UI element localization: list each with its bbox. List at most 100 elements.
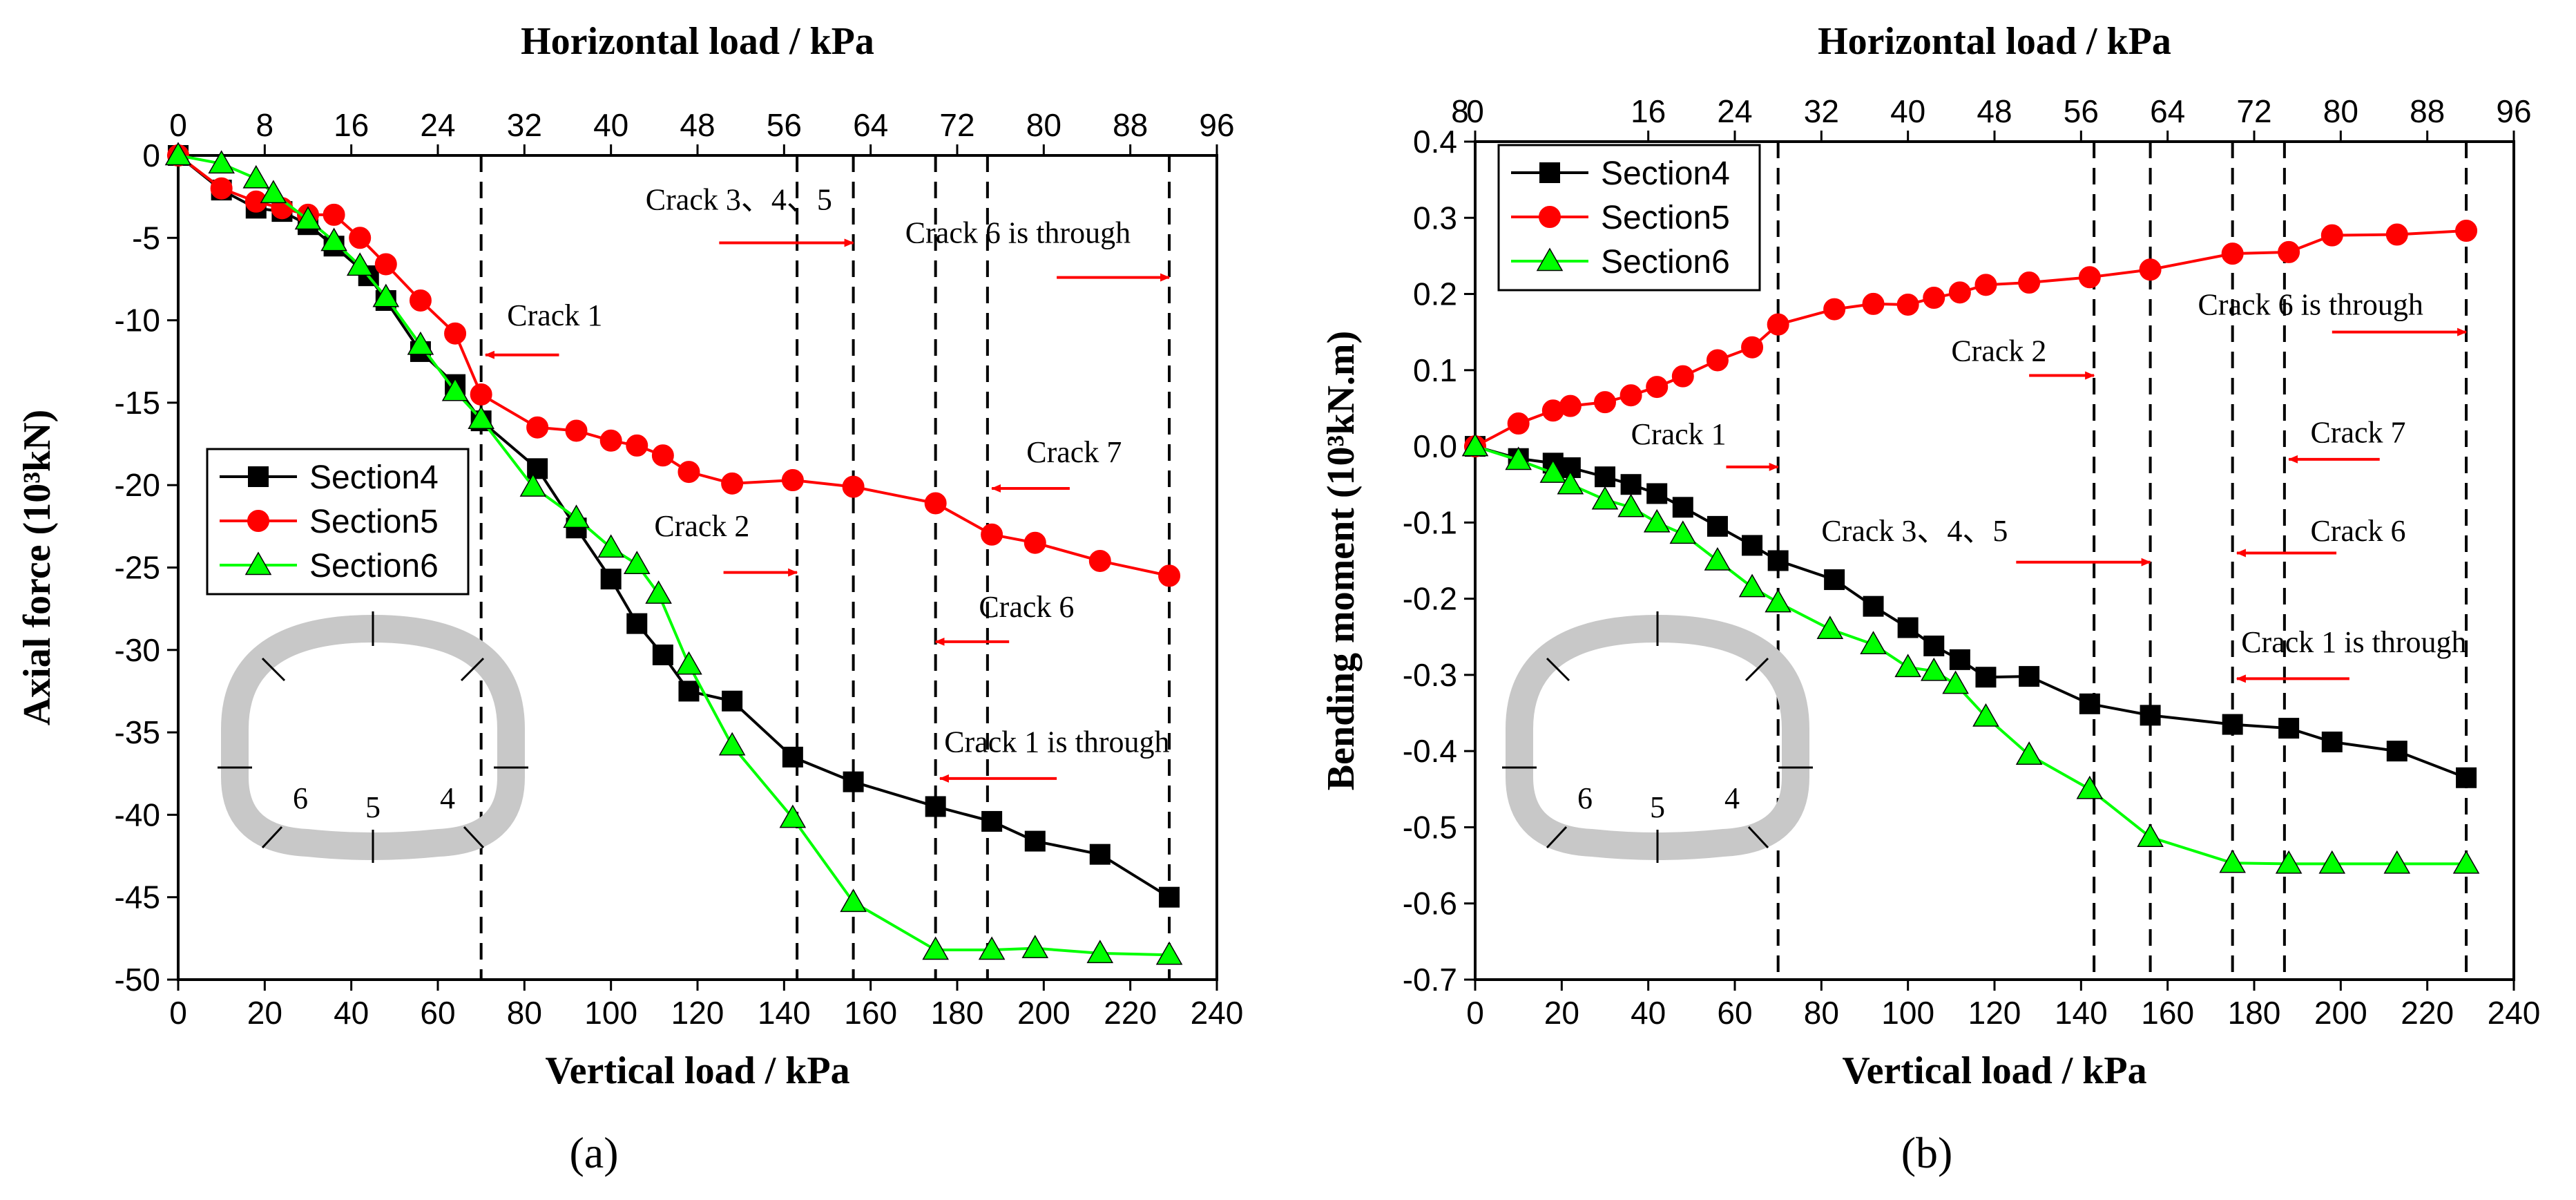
x-tick-label: 160 [844,995,897,1031]
legend-label: Section6 [309,548,439,584]
data-point-section4 [678,680,700,702]
data-point-section6 [1539,459,1567,483]
tunnel-segment-joint [261,826,283,849]
data-point-section5 [924,492,947,515]
data-point-section4 [1897,617,1919,638]
tunnel-cross-section: 6 5 4 [1502,611,1813,863]
data-point-section4 [2140,705,2161,726]
data-point-section6 [1591,486,1619,510]
data-point-section6 [242,164,270,189]
x-tick-label: 60 [1717,995,1752,1031]
data-point-section6 [1155,941,1183,965]
tunnel-lining [221,615,525,860]
data-point-section4 [2278,718,2300,739]
data-point-section5 [374,253,397,276]
data-point-section4 [1595,466,1615,488]
x-tick-label: 20 [247,995,282,1031]
y-tick-label: 0.4 [1413,124,1457,160]
x-tick-label: 180 [2228,995,2281,1031]
data-point-section4 [1089,844,1111,865]
data-point-section5 [470,383,492,406]
x-tick-label: 80 [507,995,542,1031]
data-point-section6 [1765,589,1791,613]
data-point-section5 [1823,298,1846,321]
data-point-section6 [260,180,287,204]
data-point-section4 [527,458,548,479]
x2-tick-label: 16 [1631,93,1666,129]
data-point-section5 [677,461,700,484]
x-tick-label: 100 [584,995,637,1031]
data-point-section4 [1975,667,1997,688]
data-point-section5 [1706,349,1729,372]
data-point-section6 [1643,508,1671,533]
x2-tick-label: 72 [2236,93,2271,129]
data-point-section5 [1619,384,1642,407]
crack-annotation: Crack 7 [2310,416,2405,450]
series-line-section4 [1474,445,2467,779]
y-tick-label: 0.0 [1413,428,1457,464]
tunnel-segment-joint [1546,657,1570,682]
data-point-section4 [925,796,946,817]
data-point-section6 [208,150,235,174]
x2-tick-label: 64 [853,107,888,143]
x-axis-title: Vertical load / kPa [1842,1049,2146,1092]
data-point-section4 [1707,515,1728,537]
crack-annotation: Crack 1 [507,298,602,332]
data-point-section4 [1742,535,1763,556]
x-tick-label: 180 [931,995,984,1031]
data-point-section6 [2452,850,2480,874]
data-point-section4 [626,613,648,634]
data-point-section5 [1023,531,1046,554]
data-point-section6 [407,331,434,355]
y-tick-label: -5 [132,220,160,256]
y-tick-label: 0.3 [1413,200,1457,236]
data-point-section5 [1896,293,1919,316]
crack-annotation: Crack 2 [654,509,749,543]
x-tick-label: 220 [1104,995,1157,1031]
data-point-section5 [2018,272,2041,294]
data-point-section5 [444,322,467,345]
legend-label: Section4 [309,459,439,496]
y-tick-label: -50 [115,962,160,998]
crack-annotation: Crack 2 [1951,334,2046,368]
data-point-section5 [2278,240,2300,263]
x-tick-label: 60 [420,995,455,1031]
legend-label: Section6 [1601,244,1730,280]
data-point-section4 [1672,497,1693,518]
legend-marker [244,551,272,575]
legend-marker [1536,247,1564,272]
data-point-section4 [1620,474,1642,495]
x2-tick-label: 88 [2410,93,2445,129]
data-point-section5 [349,227,372,249]
x-tick-label: 200 [2314,995,2367,1031]
x-tick-label: 200 [1017,995,1070,1031]
legend: Section4 Section5 Section6 [1497,144,1761,292]
tunnel-segment-joint [261,657,286,682]
data-point-section5 [981,523,1003,546]
y-tick-label: 0 [142,137,160,173]
data-point-section4 [1767,550,1789,571]
x2-tick-label: 24 [1717,93,1752,129]
data-point-section6 [2318,850,2346,874]
data-point-section5 [842,475,865,498]
crack-annotation: Crack 3、4、5 [646,183,832,217]
y-tick-label: -30 [115,632,160,668]
x2-tick-label: 64 [2150,93,2185,129]
tunnel-segment-joint [463,826,485,849]
legend: Section4 Section5 Section6 [206,448,470,596]
tunnel-section-label: 4 [440,781,455,815]
data-point-section4 [2019,666,2040,687]
y-axis-title: Bending moment (10³kN.m) [1320,331,1363,790]
data-point-section4 [981,810,1003,832]
data-point-section5 [1974,274,1997,296]
crack-annotation: Crack 6 is through [2198,287,2423,321]
data-point-section6 [2219,849,2246,873]
legend-label: Section5 [1601,200,1730,236]
data-point-section4 [2222,714,2243,735]
data-point-section6 [346,252,374,276]
data-point-section6 [597,534,624,558]
y-tick-label: -20 [115,467,160,503]
data-point-section6 [1920,657,1948,681]
crack-annotation: Crack 6 [979,590,1074,624]
data-point-section6 [468,406,494,430]
